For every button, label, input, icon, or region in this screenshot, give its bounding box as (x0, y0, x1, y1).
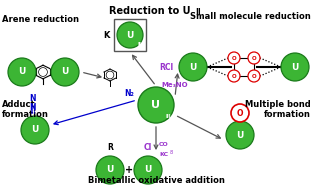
Text: U: U (236, 130, 244, 139)
Circle shape (179, 53, 207, 81)
Text: Arene reduction: Arene reduction (2, 15, 79, 24)
Text: +: + (125, 165, 133, 175)
Text: U: U (106, 166, 114, 174)
Circle shape (228, 70, 240, 82)
Circle shape (51, 58, 79, 86)
Circle shape (8, 58, 36, 86)
Text: O: O (232, 74, 236, 78)
Bar (114, 19, 146, 51)
Text: KC: KC (159, 153, 168, 157)
Bar (234, 58, 254, 76)
Circle shape (96, 156, 124, 184)
Circle shape (248, 52, 260, 64)
Circle shape (281, 53, 309, 81)
Text: K: K (104, 30, 110, 40)
Text: O: O (232, 56, 236, 60)
Text: Bimetallic oxidative addition: Bimetallic oxidative addition (88, 176, 224, 185)
Text: U: U (61, 67, 69, 77)
Text: Multiple bond
formation: Multiple bond formation (245, 100, 311, 119)
Text: U: U (31, 125, 39, 135)
Text: II: II (195, 8, 201, 17)
Circle shape (248, 70, 260, 82)
Text: RCl: RCl (159, 63, 173, 71)
Circle shape (228, 52, 240, 64)
Text: III: III (165, 114, 171, 119)
Text: Small molecule reduction: Small molecule reduction (190, 12, 311, 21)
Circle shape (117, 22, 143, 48)
Text: N₂: N₂ (124, 88, 134, 98)
Circle shape (21, 116, 49, 144)
Text: O: O (252, 74, 256, 78)
Text: Reduction to U: Reduction to U (109, 6, 191, 16)
Text: 8: 8 (170, 150, 173, 155)
Text: N: N (29, 103, 35, 112)
Circle shape (231, 104, 249, 122)
Circle shape (226, 121, 254, 149)
Text: II: II (137, 42, 141, 47)
Text: O: O (252, 56, 256, 60)
Text: U: U (144, 166, 152, 174)
Text: Cl: Cl (144, 143, 152, 152)
Text: U: U (151, 100, 161, 110)
Text: Me₃NO: Me₃NO (161, 82, 187, 88)
Text: N: N (29, 94, 35, 103)
Text: Adduct
formation: Adduct formation (2, 100, 49, 119)
Text: U: U (126, 30, 134, 40)
Text: O: O (237, 108, 243, 118)
Circle shape (134, 156, 162, 184)
Text: R: R (107, 143, 113, 152)
Text: U: U (189, 63, 197, 71)
Text: U: U (291, 63, 299, 71)
Text: CO: CO (159, 143, 169, 147)
Circle shape (138, 87, 174, 123)
Text: U: U (18, 67, 26, 77)
